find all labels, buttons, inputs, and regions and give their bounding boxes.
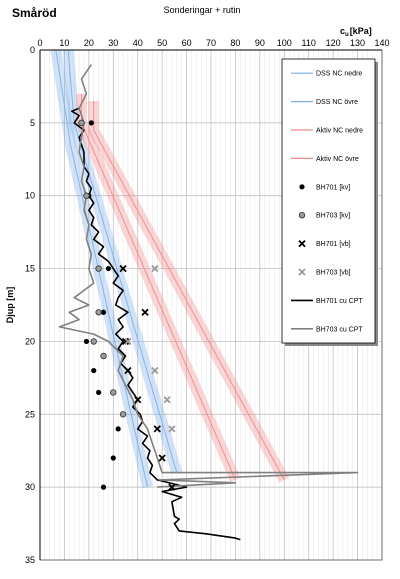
x-tick-label: 40	[133, 38, 143, 48]
point-bh701-vb	[134, 396, 142, 404]
y-tick-label: 0	[30, 45, 35, 55]
y-axis-label: Djup [m]	[5, 287, 15, 324]
x-tick-label: 110	[302, 38, 316, 48]
legend-label: BH703 cu CPT	[316, 326, 363, 333]
point-bh701-kv	[110, 455, 116, 461]
x-tick-label: 60	[182, 38, 192, 48]
legend-swatch	[298, 239, 306, 248]
point-bh701-kv	[100, 484, 107, 490]
point-bh701-kv	[100, 309, 107, 315]
y-tick-label: 30	[25, 482, 35, 492]
y-tick-label: 10	[25, 191, 35, 201]
point-bh703-kv	[83, 192, 90, 199]
line-layer	[58, 64, 359, 541]
point-bh701-kv	[91, 367, 97, 374]
x-tick-label: 130	[350, 38, 365, 48]
point-bh701-kv	[88, 120, 94, 126]
point-bh701-kv	[115, 426, 121, 432]
x-tick-label: 10	[59, 38, 69, 48]
x-tick-label: 0	[37, 38, 42, 48]
y-tick-label: 25	[25, 409, 35, 419]
x-tick-label: 120	[326, 38, 341, 48]
point-bh701-vb	[158, 454, 166, 462]
y-tick-label: 5	[30, 118, 35, 128]
point-bh703-vb	[151, 264, 159, 273]
point-bh703-kv	[95, 309, 102, 316]
legend-swatch	[299, 184, 305, 190]
legend-swatch	[298, 211, 306, 219]
point-bh703-vb	[151, 366, 159, 375]
series-line-bh701-cu-cpt	[71, 107, 241, 541]
x-axis-label-sub: u	[345, 32, 349, 38]
legend-swatch	[298, 268, 306, 276]
point-bh703-kv	[100, 352, 107, 360]
point-bh701-vb	[168, 483, 176, 491]
point-bh701-vb	[121, 337, 130, 346]
point-bh703-kv	[119, 411, 127, 418]
legend-label: BH703 [kv]	[316, 213, 350, 220]
legend-label: DSS NC nedre	[316, 71, 362, 78]
point-bh703-vb	[124, 337, 132, 346]
legend: DSS NC nedre DSS NC övre Aktiv NC nedre Akt…	[281, 58, 378, 346]
point-bh703-kv	[110, 389, 117, 396]
band-centerline-aktiv-nc-vre	[93, 101, 285, 481]
point-bh701-vb	[119, 264, 127, 273]
x-tick-label: 90	[255, 38, 265, 48]
y-tick-label: 35	[25, 555, 35, 565]
legend-label: DSS NC övre	[316, 99, 358, 106]
y-tick-label: 20	[25, 336, 35, 346]
x-axis-label-unit: [kPa]	[350, 26, 372, 36]
point-bh701-vb	[141, 308, 149, 316]
point-bh701-kv	[105, 265, 111, 272]
legend-box	[281, 58, 376, 344]
legend-label: BH703 [vb]	[316, 270, 351, 277]
point-bh703-kv	[95, 265, 102, 272]
x-tick-label: 80	[230, 38, 240, 48]
legend-label: BH701 cu CPT	[316, 298, 363, 305]
legend-label: BH701 [kv]	[316, 184, 350, 191]
point-bh703-vb	[168, 425, 176, 433]
x-tick-label: 20	[84, 38, 94, 48]
x-tick-label: 30	[108, 38, 118, 48]
x-tick-label: 50	[157, 38, 167, 48]
point-bh701-kv	[83, 338, 90, 345]
point-bh701-kv	[96, 389, 102, 396]
series-line-bh703-cu-cpt	[58, 64, 359, 488]
point-bh703-vb	[163, 396, 171, 404]
point-bh703-kv	[90, 338, 97, 345]
point-layer	[78, 119, 176, 491]
legend-label: Aktiv NC övre	[316, 156, 359, 163]
point-bh703-kv	[78, 119, 85, 127]
x-tick-label: 100	[277, 38, 292, 48]
legend-label: Aktiv NC nedre	[316, 128, 363, 135]
chart-title: Småröd	[12, 6, 57, 20]
point-bh701-vb	[124, 366, 132, 375]
band-centerline-dss-nc-nedre	[55, 49, 148, 488]
x-axis-label-main: c	[340, 26, 345, 36]
x-axis-label: cu[kPa]	[340, 26, 372, 38]
axis-layer: 0 10 20 30 40 50 60 70 80 90 100 110 120 130 140 0 5 10 15…	[25, 38, 390, 565]
chart-subtitle: Sonderingar + rutin	[164, 5, 241, 15]
legend-label: BH701 [vb]	[316, 241, 351, 248]
x-tick-label: 140	[374, 38, 389, 48]
point-bh701-vb	[153, 425, 161, 433]
y-tick-label: 15	[25, 264, 35, 274]
x-tick-label: 70	[206, 38, 216, 48]
